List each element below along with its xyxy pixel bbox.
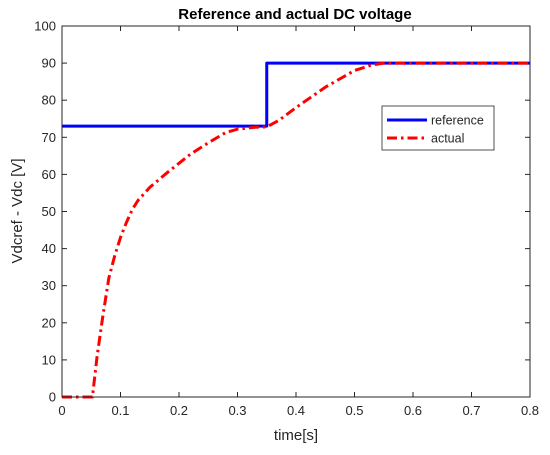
- y-tick-label: 90: [42, 56, 56, 71]
- y-tick-label: 20: [42, 315, 56, 330]
- plot-area: [62, 26, 530, 397]
- series-layer: [62, 61, 530, 399]
- y-tick-label: 70: [42, 130, 56, 145]
- y-axis-label: Vdcref - Vdc [V]: [9, 158, 26, 263]
- y-tick-label: 10: [42, 352, 56, 367]
- x-tick-label: 0.8: [521, 403, 539, 418]
- x-tick-label: 0.6: [404, 403, 422, 418]
- y-tick-label: 80: [42, 93, 56, 108]
- y-tick-label: 0: [49, 390, 56, 405]
- legend-label-actual: actual: [431, 132, 464, 146]
- legend-label-reference: reference: [431, 114, 484, 128]
- x-tick-label: 0: [58, 403, 65, 418]
- x-tick-label: 0.7: [462, 403, 480, 418]
- y-tick-label: 50: [42, 204, 56, 219]
- x-tick-label: 0.4: [287, 403, 305, 418]
- legend-box: [381, 105, 495, 151]
- series-line-actual: [62, 61, 530, 399]
- axis-tick-labels: 0 0.1 0.2 0.3 0.4 0.5 0.6 0.7 0.8 0 10 20 30 40 50 60 70…: [34, 19, 539, 419]
- y-tick-label: 100: [34, 19, 56, 34]
- y-tick-label: 30: [42, 278, 56, 293]
- x-axis-label: time[s]: [274, 427, 318, 444]
- axes-box: [61, 25, 531, 398]
- x-tick-label: 0.1: [111, 403, 129, 418]
- y-tick-label: 40: [42, 241, 56, 256]
- x-tick-label: 0.5: [345, 403, 363, 418]
- legend: reference actual: [381, 105, 495, 151]
- x-tick-label: 0.2: [170, 403, 188, 418]
- y-tick-label: 60: [42, 167, 56, 182]
- x-tick-label: 0.3: [228, 403, 246, 418]
- chart-title: Reference and actual DC voltage: [178, 6, 411, 23]
